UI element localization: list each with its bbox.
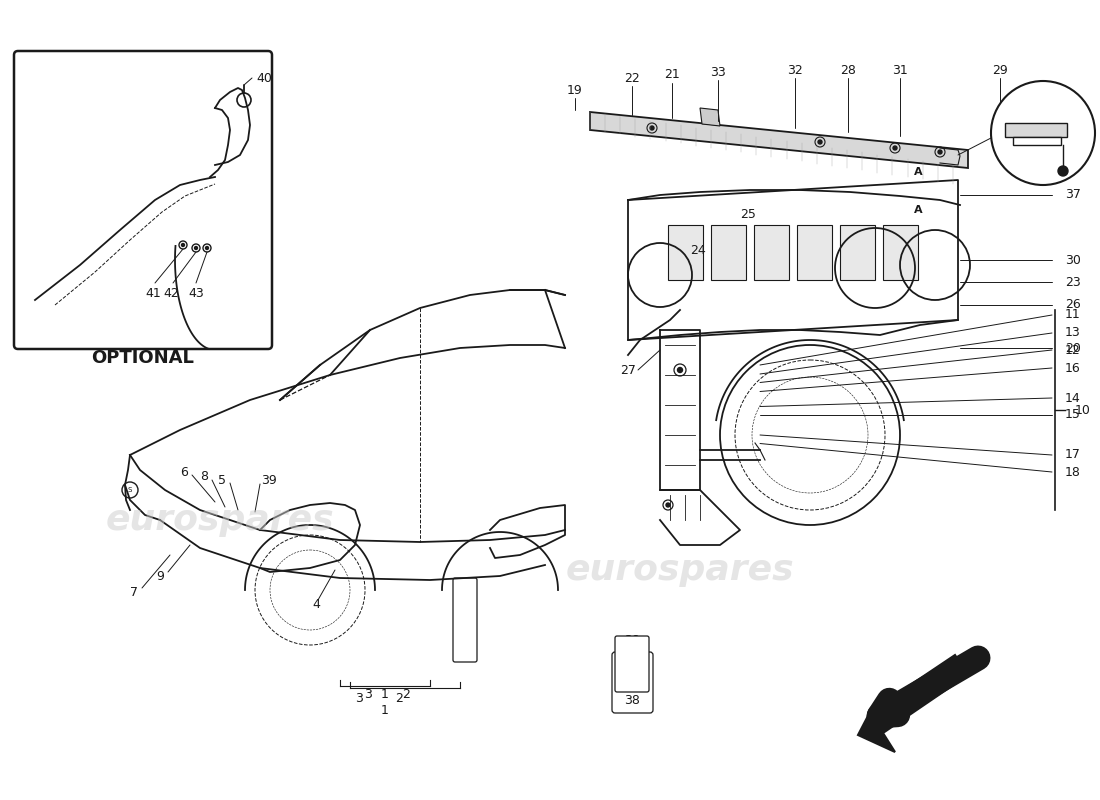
Text: 27: 27	[620, 363, 636, 377]
Text: 38: 38	[624, 694, 640, 706]
Text: 2: 2	[395, 691, 403, 705]
Circle shape	[938, 150, 942, 154]
Text: 43: 43	[188, 287, 204, 300]
Text: S: S	[128, 487, 132, 493]
Text: 4: 4	[312, 598, 320, 610]
Text: OPTIONAL: OPTIONAL	[91, 349, 195, 367]
Text: 11: 11	[1065, 309, 1080, 322]
Text: 28: 28	[840, 63, 856, 77]
Text: 16: 16	[1065, 362, 1080, 374]
Text: 26: 26	[1065, 298, 1080, 311]
Text: 39: 39	[261, 474, 277, 487]
Polygon shape	[700, 108, 720, 126]
FancyBboxPatch shape	[14, 51, 272, 349]
FancyBboxPatch shape	[453, 578, 477, 662]
Text: 21: 21	[664, 69, 680, 82]
Text: 30: 30	[1065, 254, 1081, 266]
Text: 13: 13	[1065, 326, 1080, 339]
Polygon shape	[858, 655, 968, 752]
Bar	[711, 225, 746, 280]
Text: 7: 7	[130, 586, 138, 598]
Circle shape	[650, 126, 654, 130]
Bar	[798, 225, 832, 280]
Text: 32: 32	[788, 63, 803, 77]
Text: A: A	[914, 205, 922, 215]
Text: 8: 8	[200, 470, 208, 483]
Text: eurospares: eurospares	[106, 503, 334, 537]
Text: 22: 22	[624, 71, 640, 85]
Text: 19: 19	[568, 83, 583, 97]
Bar	[668, 225, 703, 280]
Text: 25: 25	[740, 209, 756, 222]
Text: A: A	[914, 167, 922, 177]
Text: 29: 29	[992, 63, 1008, 77]
Circle shape	[195, 246, 198, 250]
Text: 15: 15	[1065, 409, 1081, 422]
Text: 12: 12	[1065, 343, 1080, 357]
Text: 31: 31	[892, 63, 907, 77]
Text: 18: 18	[1065, 466, 1081, 478]
Circle shape	[818, 140, 822, 144]
Bar	[883, 225, 918, 280]
Text: 40: 40	[256, 71, 272, 85]
Bar	[1013, 137, 1062, 145]
Polygon shape	[590, 112, 968, 168]
FancyBboxPatch shape	[615, 636, 649, 692]
Text: 3: 3	[355, 691, 363, 705]
Text: 20: 20	[1065, 342, 1081, 354]
Circle shape	[206, 246, 209, 250]
Text: 17: 17	[1065, 449, 1081, 462]
FancyBboxPatch shape	[612, 652, 653, 713]
Text: 3: 3	[364, 687, 372, 701]
Text: 37: 37	[1065, 189, 1081, 202]
Bar	[1005, 123, 1067, 137]
Text: 2: 2	[403, 687, 410, 701]
Text: 33: 33	[711, 66, 726, 78]
Circle shape	[893, 146, 896, 150]
Text: 42: 42	[163, 287, 179, 300]
Text: 1: 1	[381, 703, 389, 717]
Text: 41: 41	[145, 287, 161, 300]
Bar	[840, 225, 874, 280]
Text: 1: 1	[381, 687, 389, 701]
Circle shape	[1058, 166, 1068, 176]
Circle shape	[666, 503, 670, 507]
Circle shape	[678, 367, 682, 373]
Text: 10: 10	[1075, 403, 1091, 417]
Text: 23: 23	[1065, 275, 1080, 289]
Text: 9: 9	[156, 570, 164, 582]
Circle shape	[991, 81, 1094, 185]
Text: 6: 6	[180, 466, 188, 478]
Text: 5: 5	[218, 474, 226, 486]
Text: 24: 24	[690, 243, 706, 257]
Circle shape	[182, 243, 185, 246]
Text: 14: 14	[1065, 391, 1080, 405]
Bar	[754, 225, 789, 280]
Text: 38: 38	[624, 634, 640, 646]
Text: eurospares: eurospares	[565, 553, 794, 587]
